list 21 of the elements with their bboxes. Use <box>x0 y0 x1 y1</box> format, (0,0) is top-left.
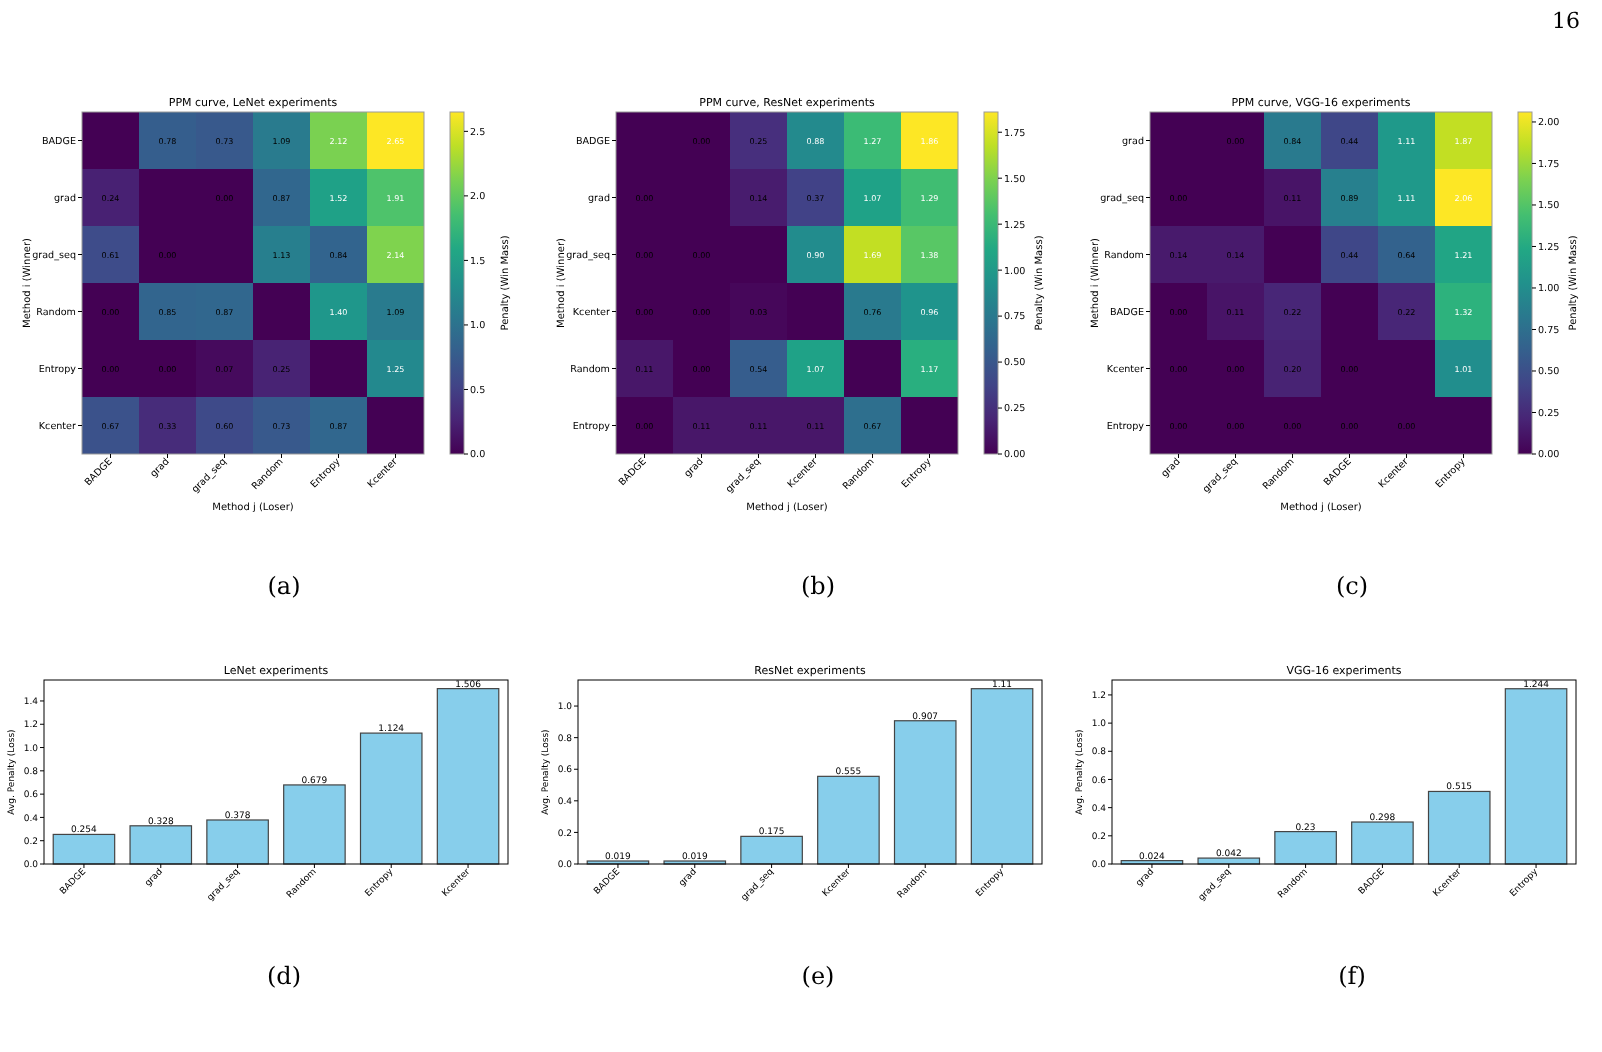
bar <box>893 720 957 865</box>
bar <box>1274 831 1337 865</box>
text: (b) <box>800 572 836 600</box>
bar <box>283 784 346 865</box>
text: (a) <box>267 572 301 600</box>
text: 16 <box>1552 8 1580 34</box>
bar <box>1427 790 1491 865</box>
bar <box>1351 821 1414 865</box>
bar <box>740 835 803 865</box>
bar <box>206 819 269 865</box>
bar <box>817 775 880 865</box>
bar <box>436 688 500 865</box>
bar <box>970 688 1034 865</box>
text: (e) <box>801 962 835 990</box>
text: (c) <box>1335 572 1369 600</box>
bar <box>359 732 423 865</box>
bar <box>1504 688 1568 865</box>
text: (d) <box>266 962 302 990</box>
bar <box>129 825 193 865</box>
text: (f) <box>1338 962 1366 990</box>
bar <box>52 833 116 865</box>
